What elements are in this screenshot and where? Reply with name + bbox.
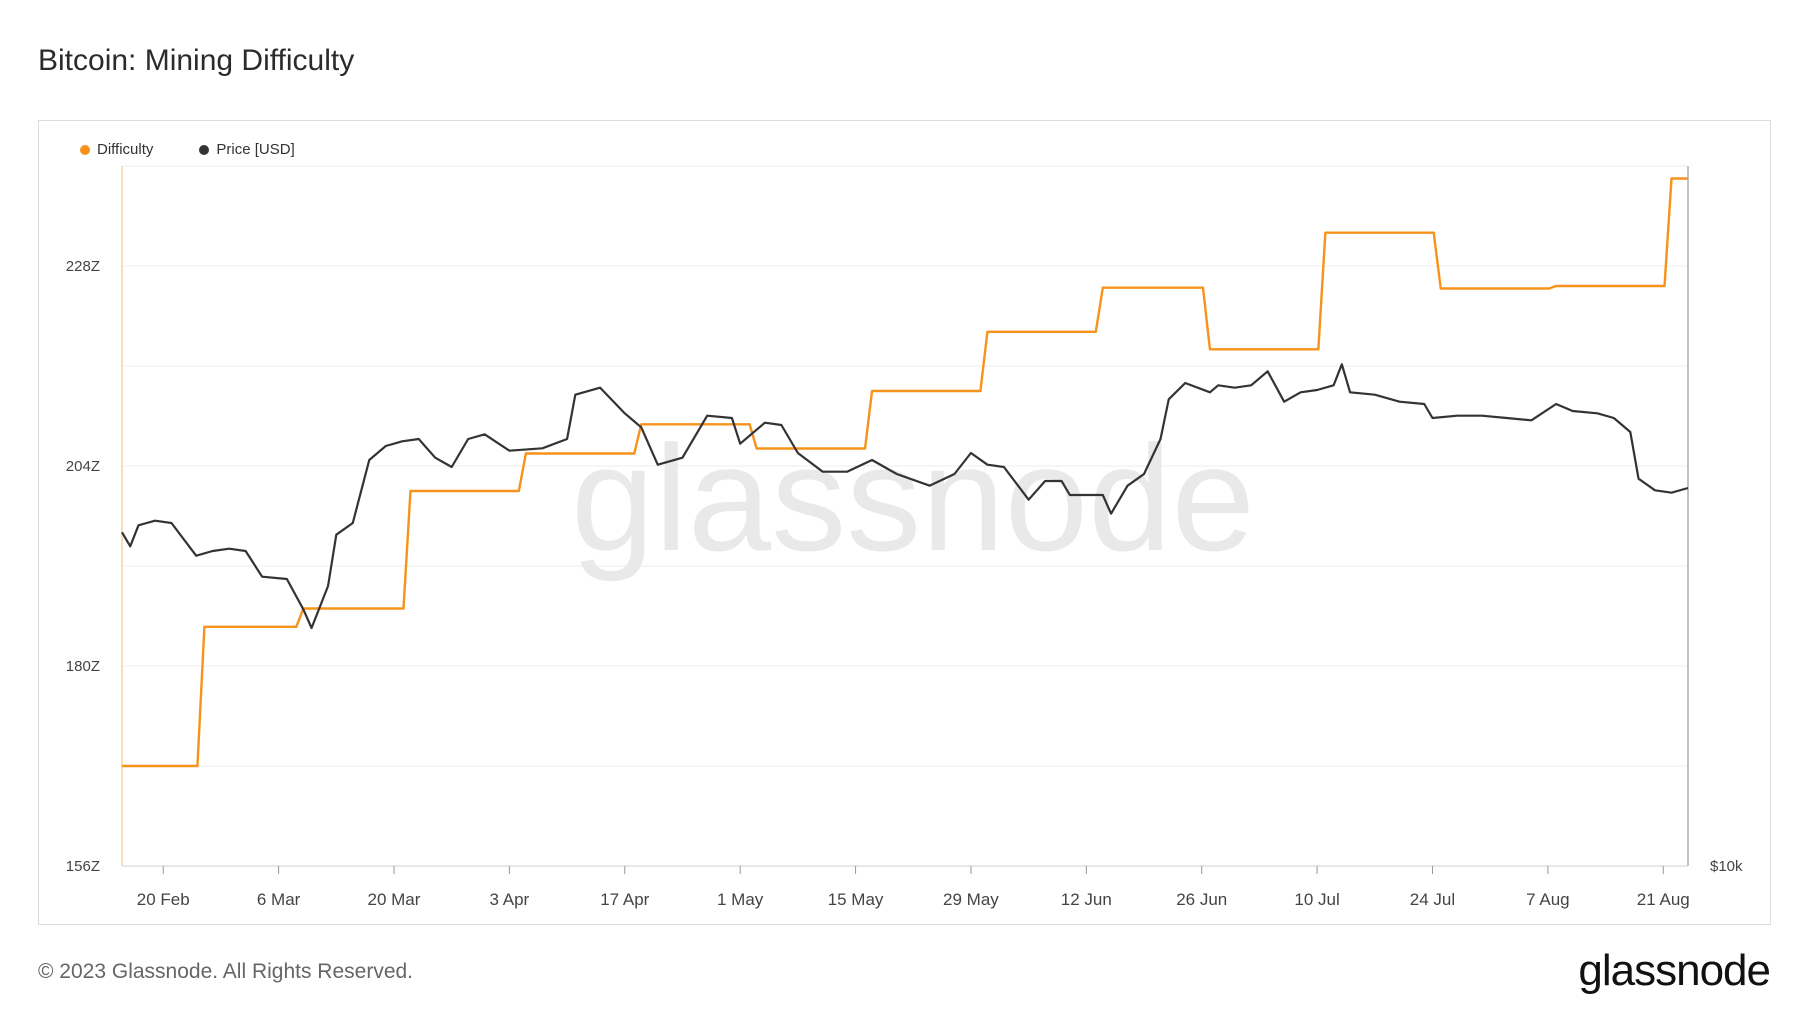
x-tick-label: 12 Jun: [1061, 890, 1112, 909]
x-tick-label: 20 Mar: [368, 890, 421, 909]
legend-label-difficulty: Difficulty: [97, 141, 154, 158]
legend-dot-price: [199, 144, 210, 155]
y-tick-label: 228Z: [66, 258, 100, 275]
x-tick-label: 20 Feb: [137, 890, 190, 909]
chart-frame: [38, 120, 1771, 925]
copyright-text: © 2023 Glassnode. All Rights Reserved.: [38, 960, 414, 983]
legend-dot-difficulty: [80, 144, 90, 155]
x-tick-label: 17 Apr: [600, 890, 649, 909]
x-tick-label: 21 Aug: [1637, 890, 1690, 909]
x-tick-label: 3 Apr: [490, 890, 530, 909]
y-tick-label: 180Z: [66, 658, 100, 675]
x-tick-label: 10 Jul: [1294, 890, 1339, 909]
x-tick-label: 15 May: [828, 890, 884, 909]
x-tick-label: 24 Jul: [1410, 890, 1455, 909]
x-tick-label: 7 Aug: [1526, 890, 1570, 909]
x-tick-label: 6 Mar: [257, 890, 301, 909]
legend-label-price: Price [USD]: [216, 141, 295, 158]
y-right-tick-label: $10k: [1710, 858, 1743, 875]
x-tick-label: 1 May: [717, 890, 764, 909]
difficulty-series-line: [122, 177, 1688, 768]
price-series-line: [121, 363, 1689, 630]
legend-item-difficulty[interactable]: Difficulty: [80, 141, 153, 158]
watermark-text: glassnode: [571, 414, 1255, 582]
chart-legend[interactable]: Difficulty Price [USD]: [80, 141, 295, 158]
chart-title: Bitcoin: Mining Difficulty: [38, 44, 355, 77]
y-tick-label: 204Z: [66, 458, 100, 475]
glassnode-logo[interactable]: glassnode: [1578, 946, 1771, 995]
x-tick-label: 29 May: [943, 890, 999, 909]
x-tick-label: 26 Jun: [1176, 890, 1227, 909]
legend-item-price[interactable]: Price [USD]: [199, 141, 295, 158]
y-tick-label: 156Z: [66, 858, 100, 875]
